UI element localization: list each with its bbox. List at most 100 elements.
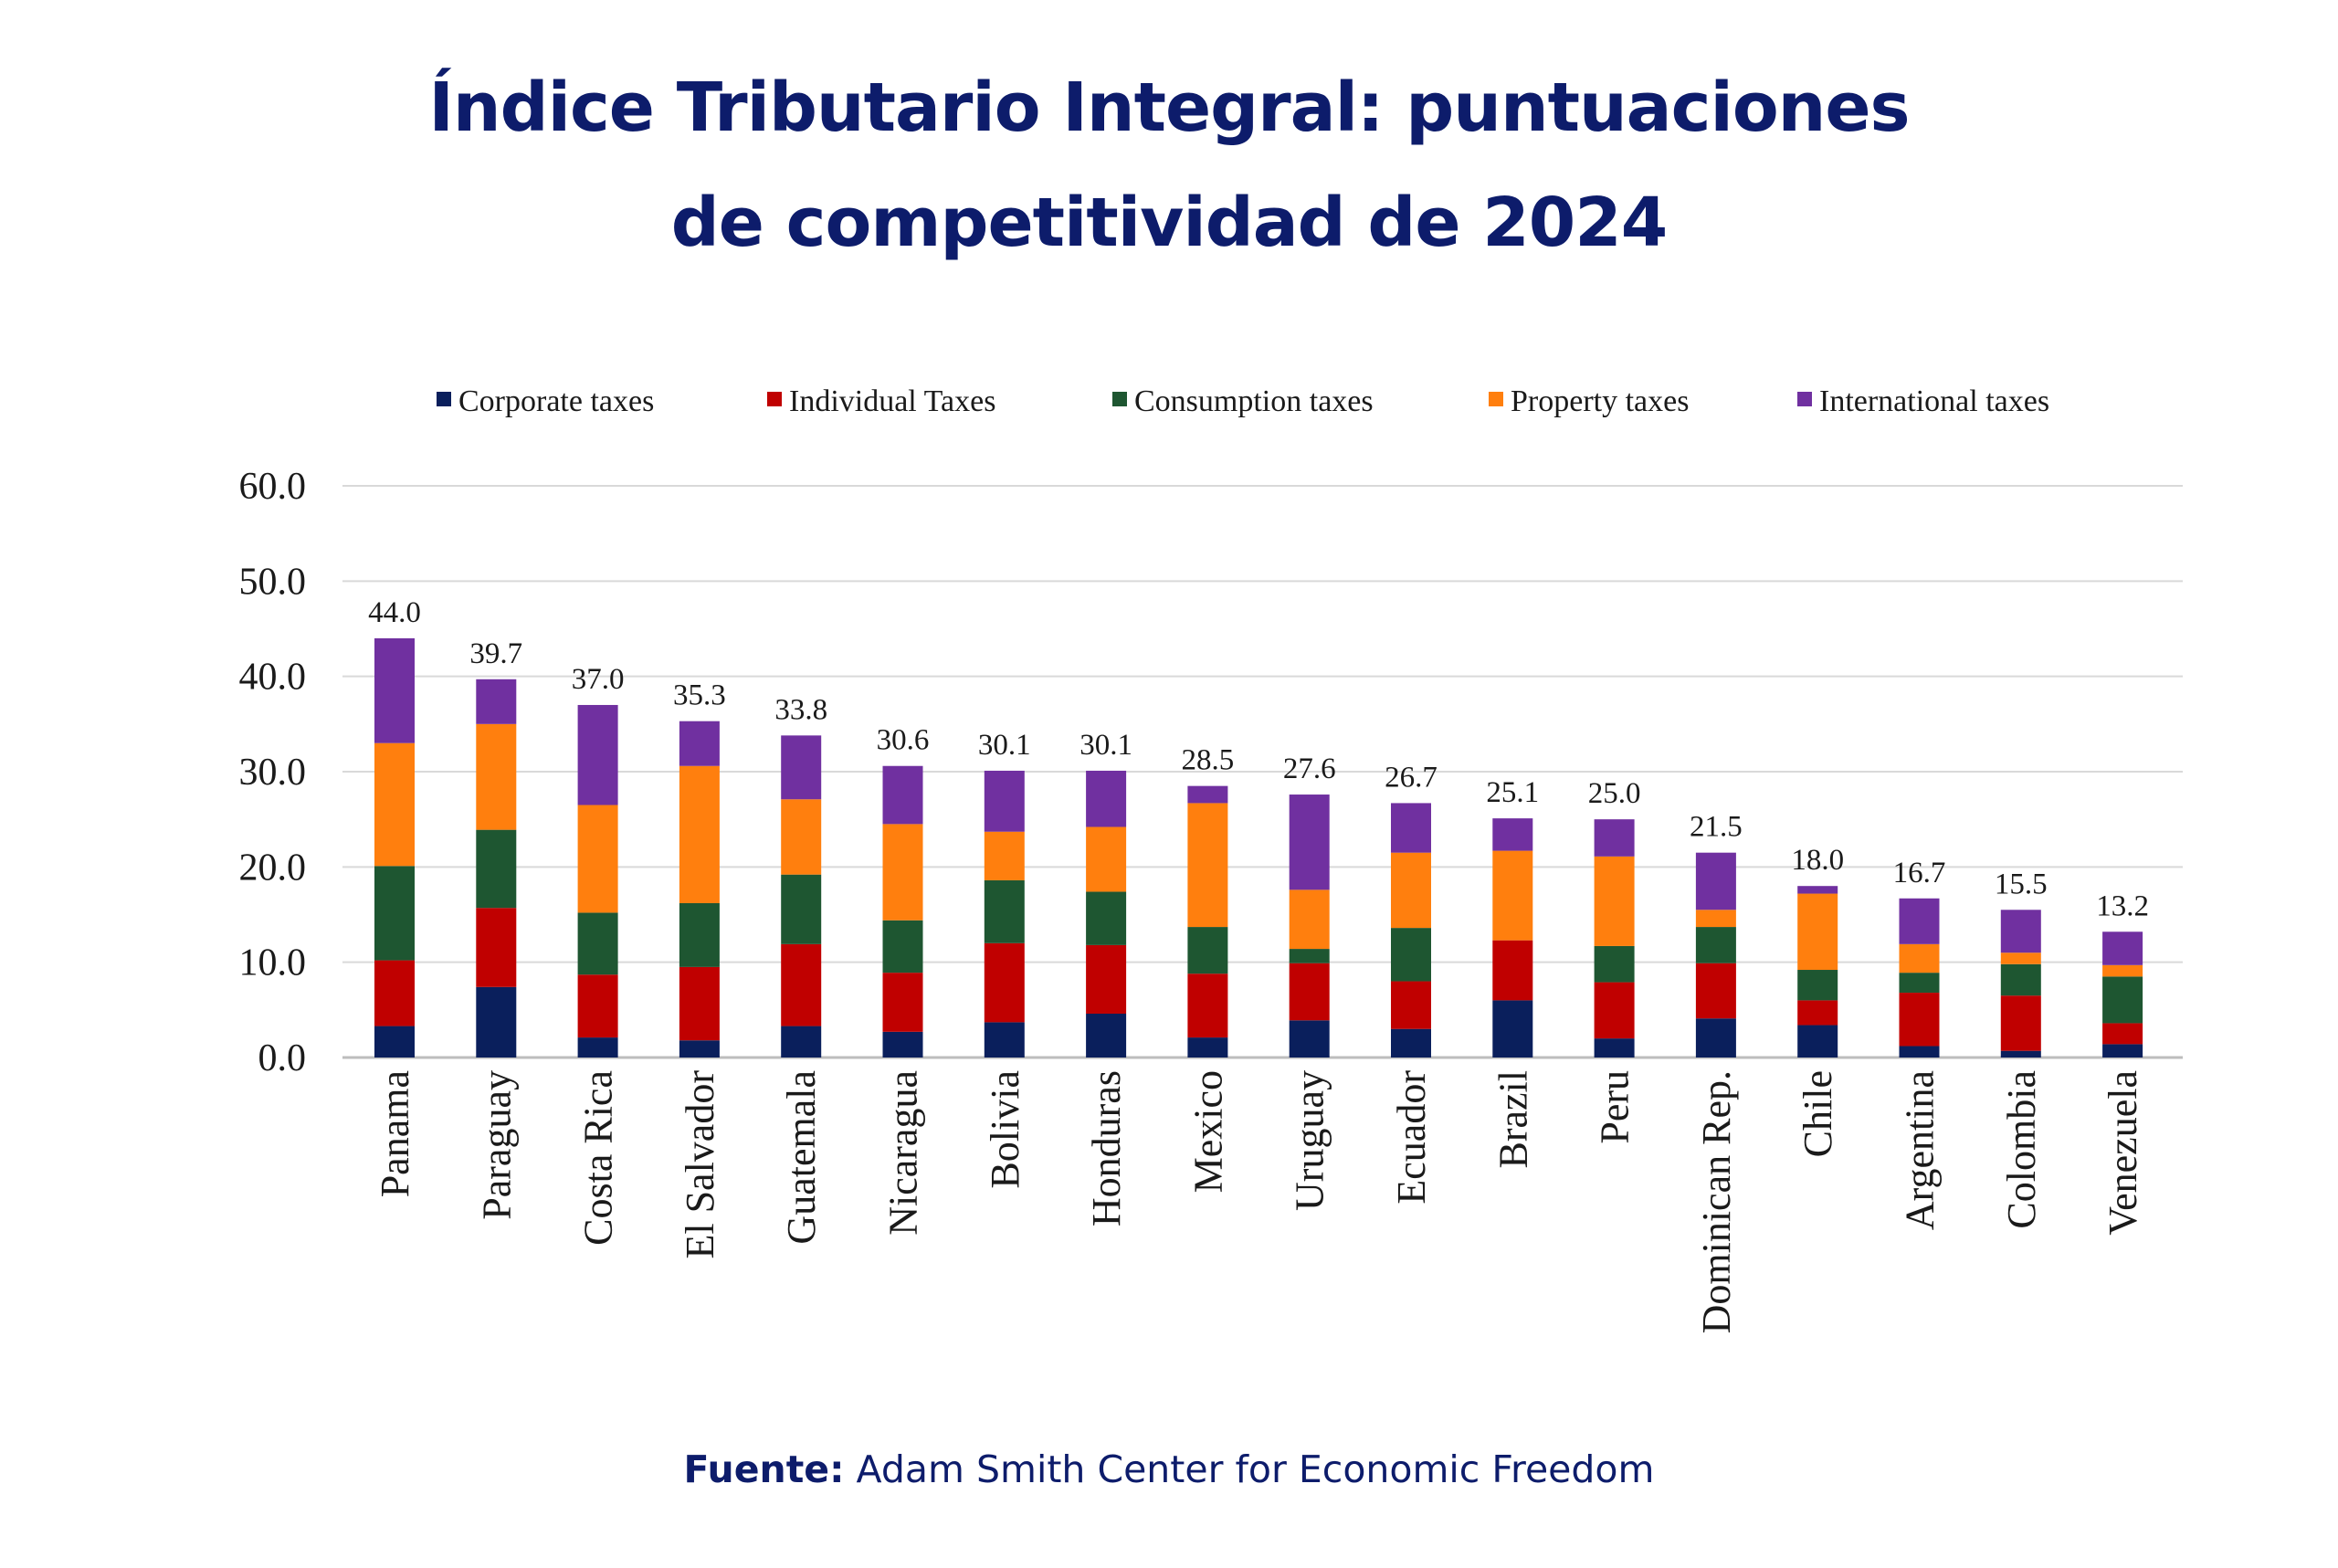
x-tick-label: Dominican Rep. xyxy=(1694,1070,1739,1333)
bar-segment xyxy=(882,824,923,921)
bar-total-label: 15.5 xyxy=(1995,868,2048,900)
bar-segment xyxy=(1594,945,1635,983)
bar-segment xyxy=(2000,1050,2041,1058)
x-tick-label: Peru xyxy=(1593,1070,1638,1144)
bar-total-label: 44.0 xyxy=(368,596,421,629)
bar-segment xyxy=(781,799,822,875)
bar-segment xyxy=(781,943,822,1026)
bar-segment xyxy=(1492,818,1533,851)
bar-segment xyxy=(1187,973,1228,1038)
x-tick-label: El Salvador xyxy=(678,1070,722,1259)
legend-swatch xyxy=(1489,392,1503,406)
bar-segment xyxy=(679,1040,720,1058)
bar-segment xyxy=(1391,981,1431,1029)
bar-total-label: 39.7 xyxy=(469,637,522,670)
bar-segment xyxy=(2102,931,2143,965)
bar-total-label: 30.1 xyxy=(978,729,1031,762)
bar-segment xyxy=(1797,893,1838,971)
y-tick-label: 60.0 xyxy=(239,466,307,508)
bar-segment xyxy=(1391,852,1431,929)
bar-segment xyxy=(1187,927,1228,974)
bar-segment xyxy=(1289,963,1330,1021)
legend-label: International taxes xyxy=(1819,384,2049,418)
y-axis-ticks: 0.0 10.0 20.0 30.0 40.0 50.0 60.0 xyxy=(239,466,307,1079)
legend-label: Consumption taxes xyxy=(1134,384,1374,418)
bar-segment xyxy=(781,1026,822,1058)
bar-segment xyxy=(679,902,720,967)
bar-segment xyxy=(1391,928,1431,982)
y-tick-label: 40.0 xyxy=(239,657,307,699)
bar-segment xyxy=(476,908,517,987)
x-tick-label: Brazil xyxy=(1490,1070,1535,1169)
bar-segment xyxy=(1086,944,1127,1015)
bar-segment xyxy=(882,765,923,825)
legend-swatch xyxy=(1797,392,1812,406)
bar-segment xyxy=(882,973,923,1032)
x-tick-label: Paraguay xyxy=(474,1070,519,1220)
bar-total-label: 33.8 xyxy=(774,693,827,726)
total-labels: 44.0 39.7 37.0 35.3 33.8 30.6 30.1 30.1 28.5 27.6… xyxy=(368,596,2149,922)
bar-total-label: 27.6 xyxy=(1283,752,1336,785)
bar-segment xyxy=(1187,785,1228,804)
x-tick-label: Costa Rica xyxy=(576,1070,621,1246)
bar-total-label: 26.7 xyxy=(1385,761,1438,794)
bar-segment xyxy=(1492,1000,1533,1058)
bar-segment xyxy=(1594,1038,1635,1058)
bar-segment xyxy=(476,829,517,909)
bar-segment xyxy=(476,986,517,1058)
x-tick-label: Chile xyxy=(1796,1070,1840,1157)
bar-segment xyxy=(1695,852,1736,910)
bar-segment xyxy=(1695,910,1736,928)
source-text: Adam Smith Center for Economic Freedom xyxy=(856,1447,1655,1491)
bar-segment xyxy=(374,1026,415,1058)
bar-segment xyxy=(2000,995,2041,1051)
bar-segment xyxy=(1289,949,1330,963)
source-note: Fuente: Adam Smith Center for Economic F… xyxy=(0,1447,2338,1491)
bar-segment xyxy=(984,831,1025,880)
bar-segment xyxy=(2102,1023,2143,1045)
x-tick-label: Argentina xyxy=(1898,1070,1943,1230)
bar-segment xyxy=(1695,963,1736,1019)
bar-segment xyxy=(577,974,618,1038)
bar-segment xyxy=(374,742,415,867)
bar-segment xyxy=(577,1037,618,1058)
bar-segment xyxy=(1391,1028,1431,1058)
bar-segment xyxy=(1797,1025,1838,1058)
bar-segment xyxy=(2000,952,2041,964)
bar-segment xyxy=(1695,1018,1736,1058)
x-tick-label: Honduras xyxy=(1084,1070,1129,1226)
bar-segment xyxy=(1187,1037,1228,1058)
bar-segment xyxy=(882,920,923,973)
bar-segment xyxy=(1797,886,1838,894)
bar-segment xyxy=(984,1022,1025,1058)
y-tick-label: 20.0 xyxy=(239,847,307,889)
bar-segment xyxy=(1899,1046,1940,1058)
bar-segment xyxy=(679,721,720,766)
bar-segment xyxy=(2000,910,2041,953)
grid-lines xyxy=(342,485,2183,1059)
bar-segment xyxy=(476,679,517,724)
x-tick-label: Mexico xyxy=(1185,1070,1230,1193)
bar-segment xyxy=(1899,973,1940,994)
bar-total-label: 16.7 xyxy=(1893,857,1946,889)
bar-segment xyxy=(577,704,618,805)
chart-title-line-2: de competitividad de 2024 xyxy=(670,184,1669,262)
bar-total-label: 25.0 xyxy=(1588,777,1641,810)
bar-segment xyxy=(1289,889,1330,950)
bar-segment xyxy=(984,770,1025,832)
bar-segment xyxy=(984,879,1025,943)
bar-total-label: 21.5 xyxy=(1690,811,1743,844)
bar-total-label: 37.0 xyxy=(572,663,625,696)
bar-total-label: 25.1 xyxy=(1486,776,1539,809)
chart-title-line-1: Índice Tributario Integral: puntuaciones xyxy=(428,68,1910,147)
bar-segment xyxy=(1086,891,1127,945)
chart-title: Índice Tributario Integral: puntuaciones… xyxy=(0,50,2338,280)
bar-segment xyxy=(374,637,415,743)
bar-segment xyxy=(1899,943,1940,973)
x-tick-label: Guatemala xyxy=(779,1070,824,1245)
x-tick-label: Bolivia xyxy=(983,1070,1027,1189)
bar-segment xyxy=(2102,964,2143,977)
bar-segment xyxy=(882,1031,923,1058)
bar-segment xyxy=(1086,770,1127,827)
bar-segment xyxy=(1289,1020,1330,1058)
